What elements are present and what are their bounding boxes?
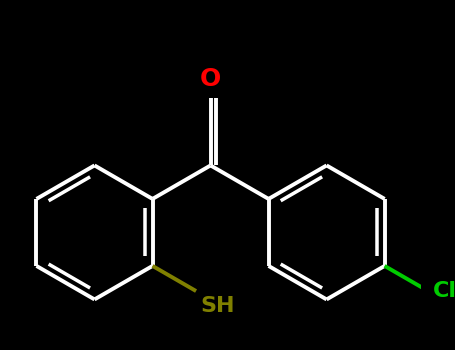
Text: SH: SH bbox=[201, 296, 235, 316]
Text: Cl: Cl bbox=[433, 281, 455, 301]
Text: O: O bbox=[200, 67, 221, 91]
